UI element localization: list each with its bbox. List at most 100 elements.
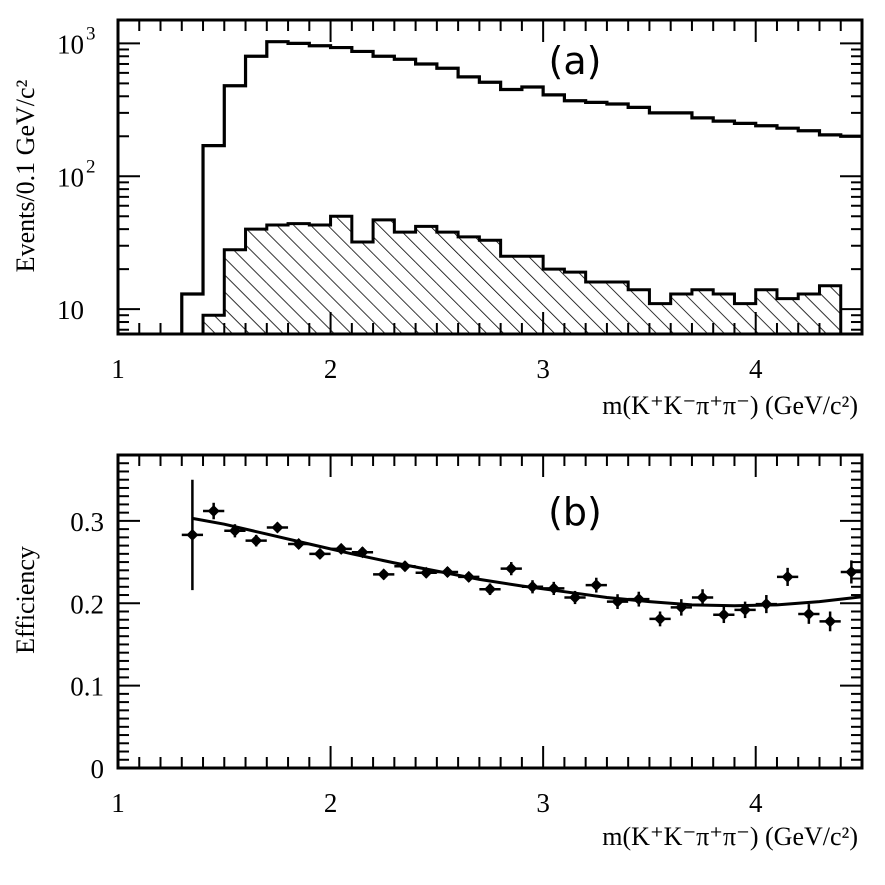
efficiency-point	[309, 547, 331, 560]
y-tick-label-b: 0	[91, 754, 105, 784]
hatched-bin	[479, 240, 501, 334]
plot-frame-b	[116, 453, 864, 770]
open-outline	[180, 40, 862, 334]
marker	[313, 547, 326, 560]
efficiency-point	[734, 601, 756, 619]
hatched-histogram	[201, 214, 862, 336]
efficiency-point	[776, 567, 799, 586]
marker	[717, 608, 730, 621]
x-tick-label-a: 2	[324, 354, 338, 384]
hatched-bin	[670, 294, 692, 334]
y-axis-title-a: Events/0.1 GeV/c²	[11, 79, 40, 272]
marker	[356, 546, 369, 559]
hatched-bin	[288, 223, 310, 334]
hatched-bin	[309, 224, 331, 334]
hatched-bin	[776, 298, 799, 334]
marker	[250, 534, 263, 547]
marker	[441, 565, 454, 578]
marker	[420, 566, 433, 579]
efficiency-point	[564, 590, 586, 605]
y-axis-title-b: Efficiency	[11, 546, 40, 654]
y-tick-exponent-a: 2	[86, 156, 96, 177]
efficiency-point	[266, 521, 289, 534]
marker	[802, 607, 815, 620]
efficiency-point	[691, 589, 714, 606]
marker	[505, 562, 518, 575]
hatched-bin	[585, 282, 607, 334]
hatched-bin	[755, 289, 777, 334]
hatched-bin	[245, 229, 267, 334]
marker	[484, 583, 496, 596]
marker	[207, 505, 220, 518]
efficiency-point	[840, 560, 862, 584]
efficiency-point	[521, 580, 544, 594]
marker	[462, 570, 475, 583]
y-tick-label-a: 10	[57, 162, 84, 192]
marker	[696, 591, 709, 604]
axis-ticks-b: 1 2 3 4 0 0.1 0.2 0.3	[70, 455, 863, 818]
efficiency-point	[606, 594, 629, 610]
y-tick-label-a: 10	[57, 29, 84, 59]
hatched-bin	[266, 224, 289, 334]
hatched-bin	[521, 256, 544, 334]
marker	[760, 598, 773, 611]
panel-b: 1 2 3 4 0 0.1 0.2 0.3 (b) Efficiency m(K⁺K⁻π⁺π⁻…	[11, 453, 864, 851]
efficiency-point	[415, 566, 437, 579]
marker	[632, 593, 645, 606]
efficiency-points	[181, 479, 862, 632]
efficiency-point	[500, 562, 522, 576]
hatched-bin	[798, 294, 820, 334]
marker	[526, 580, 539, 593]
marker	[271, 521, 284, 534]
x-tick-label-b: 2	[324, 788, 338, 818]
hatched-bin	[819, 285, 841, 334]
hatched-bin	[224, 249, 246, 334]
x-tick-label-b: 1	[111, 788, 125, 818]
efficiency-point	[181, 479, 204, 591]
hatched-bin	[458, 236, 480, 334]
efficiency-point	[585, 577, 607, 593]
efficiency-point	[798, 604, 820, 624]
open-histogram	[180, 40, 862, 334]
marker	[398, 560, 411, 573]
marker	[590, 579, 603, 592]
panel-label-a: (a)	[549, 39, 602, 83]
x-tick-label-a: 1	[111, 354, 125, 384]
efficiency-point	[713, 606, 735, 624]
hatched-bin	[373, 219, 395, 334]
efficiency-point	[458, 570, 480, 583]
hatched-bin	[606, 282, 629, 334]
y-tick-label-b: 0.3	[70, 507, 104, 537]
efficiency-point	[755, 595, 777, 614]
marker	[611, 595, 624, 608]
x-tick-label-a: 4	[749, 354, 763, 384]
hatched-bin	[543, 269, 565, 334]
hatched-bin	[564, 272, 586, 334]
hatched-outline	[201, 214, 862, 336]
efficiency-point	[351, 546, 374, 559]
efficiency-point	[203, 502, 225, 520]
marker	[824, 615, 837, 628]
efficiency-point	[330, 542, 352, 555]
efficiency-point	[436, 565, 459, 578]
efficiency-point	[394, 560, 416, 573]
y-tick-label-a: 10	[57, 295, 84, 325]
marker	[335, 542, 348, 555]
efficiency-point	[819, 611, 841, 632]
marker	[781, 570, 794, 583]
hatched-bin	[691, 289, 714, 334]
efficiency-point	[628, 591, 650, 607]
hatched-bin	[436, 232, 459, 334]
marker	[569, 591, 582, 604]
marker	[739, 603, 752, 616]
hatched-bin	[351, 242, 374, 334]
y-tick-label-b: 0.1	[70, 672, 104, 702]
y-tick-exponent-a: 3	[86, 23, 96, 44]
efficiency-point	[670, 599, 692, 616]
marker	[228, 524, 241, 537]
fit-curve	[192, 516, 863, 608]
hatched-bin	[628, 289, 650, 334]
